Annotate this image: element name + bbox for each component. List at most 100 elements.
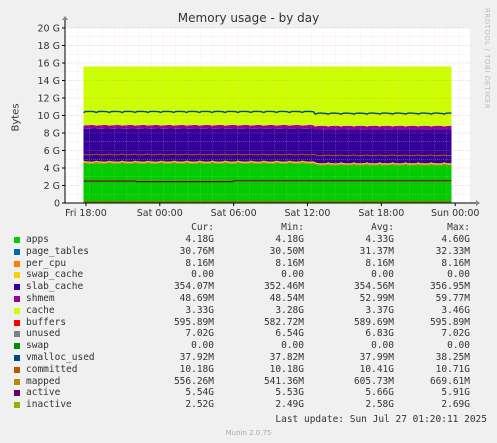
legend-max: 4.60G	[441, 234, 470, 245]
footer-version: Munin 2.0.75	[225, 429, 272, 437]
legend-row-slab_cache: slab_cache 354.07M 352.46M 354.56M 356.95M	[14, 281, 474, 293]
legend-row-cache: cache 3.33G 3.28G 3.37G 3.46G	[14, 305, 474, 317]
legend-cur: 8.16M	[185, 257, 214, 269]
y-tick-label: 4 G	[44, 164, 60, 175]
legend-max: 32.33M	[435, 245, 470, 257]
legend-name: unused	[26, 328, 61, 340]
legend-max: 669.61M	[429, 375, 470, 387]
legend-cur: 556.26M	[173, 375, 214, 387]
last-update: Last update: Sun Jul 27 01:20:11 2025	[275, 414, 487, 425]
line-mapped	[83, 153, 452, 157]
chart-title: Memory usage - by day	[177, 11, 320, 25]
legend-min: 3.28G	[275, 304, 304, 316]
legend-cur: 7.02G	[185, 328, 214, 340]
memory-chart: 0 2 G 4 G 6 G 8 G 10 G 12 G 14 G 16 G 18 G 20 G Fri…	[38, 16, 480, 219]
legend-min: 6.54G	[275, 328, 304, 340]
series-shmem	[83, 125, 452, 130]
legend-avg: 605.73M	[353, 375, 394, 387]
legend-name: cache	[26, 304, 55, 316]
legend-max: 0.00	[447, 340, 470, 352]
legend-avg: 354.56M	[353, 281, 394, 293]
legend-swatch	[14, 331, 20, 338]
legend-avg: 2.58G	[365, 399, 394, 411]
legend-row-committed: committed 10.18G 10.18G 10.41G 10.71G	[14, 364, 474, 376]
legend-max: 10.71G	[435, 363, 470, 375]
legend-rows: apps 4.18G 4.18G 4.33G 4.60G page_tables 30.76…	[14, 234, 474, 411]
legend-min: 0.00	[281, 340, 304, 352]
legend-swatch	[14, 366, 20, 373]
y-tick-label: 18 G	[38, 41, 60, 52]
legend-avg: 0.00	[371, 269, 394, 281]
legend-avg: 4.33G	[365, 234, 394, 245]
legend-name: buffers	[26, 316, 67, 328]
legend-avg: 10.41G	[359, 363, 394, 375]
line-inactive	[83, 180, 452, 183]
legend-row-swap_cache: swap_cache 0.00 0.00 0.00 0.00	[14, 269, 474, 281]
x-tick-label: Sat 12:00	[285, 208, 331, 219]
legend-swatch	[14, 295, 20, 302]
legend-name: apps	[26, 234, 49, 245]
legend-row-shmem: shmem 48.69M 48.54M 52.99M 59.77M	[14, 293, 474, 305]
legend-cur: 30.76M	[179, 245, 214, 257]
x-tick-label: Fri 18:00	[65, 208, 107, 219]
legend-max: 0.00	[447, 269, 470, 281]
rrdtool-credit: RRDTOOL / TOBI OETIKER	[483, 8, 491, 110]
y-tick-label: 0	[54, 199, 60, 210]
legend-row-swap: swap 0.00 0.00 0.00 0.00	[14, 340, 474, 352]
legend-swatch	[14, 343, 20, 350]
legend-avg: 52.99M	[359, 292, 394, 304]
legend-max: 5.91G	[441, 387, 470, 399]
legend-name: mapped	[26, 375, 61, 387]
legend-min: 2.49G	[275, 399, 304, 411]
legend-avg: 6.83G	[365, 328, 394, 340]
legend-max: 356.95M	[429, 281, 470, 293]
y-tick-label: 12 G	[38, 94, 60, 105]
legend-min: 8.16M	[275, 257, 304, 269]
legend-cur: 10.18G	[179, 363, 214, 375]
legend-cur: 0.00	[191, 340, 214, 352]
legend-swatch	[14, 378, 20, 385]
y-axis-arrow	[62, 16, 68, 20]
legend-row-vmalloc_used: vmalloc_used 37.92M 37.82M 37.99M 38.25M	[14, 352, 474, 364]
legend-swatch	[14, 284, 20, 291]
x-tick-label: Sat 00:00	[137, 208, 183, 219]
header-avg: Avg:	[371, 222, 394, 233]
legend-avg: 31.37M	[359, 245, 394, 257]
y-tick-label: 14 G	[38, 76, 60, 87]
legend-cur: 2.52G	[185, 399, 214, 411]
legend-max: 595.89M	[429, 316, 470, 328]
legend-swatch	[14, 272, 20, 279]
legend-min: 582.72M	[263, 316, 304, 328]
legend-cur: 0.00	[191, 269, 214, 281]
x-tick-label: Sat 18:00	[358, 208, 404, 219]
line-active	[83, 161, 452, 166]
header-min: Min:	[281, 222, 304, 233]
y-tick-label: 16 G	[38, 59, 60, 70]
legend-max: 3.46G	[441, 304, 470, 316]
x-axis-arrow	[476, 200, 480, 206]
y-tick-label: 10 G	[38, 111, 60, 122]
series-slab-cache	[83, 154, 452, 164]
legend-swatch	[14, 237, 20, 243]
legend-min: 30.50M	[269, 245, 304, 257]
legend-name: page_tables	[26, 245, 89, 257]
legend-cur: 37.92M	[179, 351, 214, 363]
legend-name: swap_cache	[26, 269, 84, 281]
y-tick-label: 2 G	[44, 181, 60, 192]
legend-min: 0.00	[281, 269, 304, 281]
legend-name: slab_cache	[26, 281, 84, 293]
y-tick-label: 6 G	[44, 146, 60, 157]
legend-cur: 4.18G	[185, 234, 214, 245]
y-tick-label: 8 G	[44, 129, 60, 140]
legend-max: 38.25M	[435, 351, 470, 363]
legend-avg: 3.37G	[365, 304, 394, 316]
legend-min: 37.82M	[269, 351, 304, 363]
x-tick-label: Sun 00:00	[431, 208, 479, 219]
legend-cur: 595.89M	[173, 316, 214, 328]
series-slab-cache-upper	[83, 128, 452, 156]
legend-min: 4.18G	[275, 234, 304, 245]
legend-avg: 8.16M	[365, 257, 394, 269]
legend-swatch	[14, 307, 20, 314]
legend-row-per_cpu: per_cpu 8.16M 8.16M 8.16M 8.16M	[14, 258, 474, 270]
